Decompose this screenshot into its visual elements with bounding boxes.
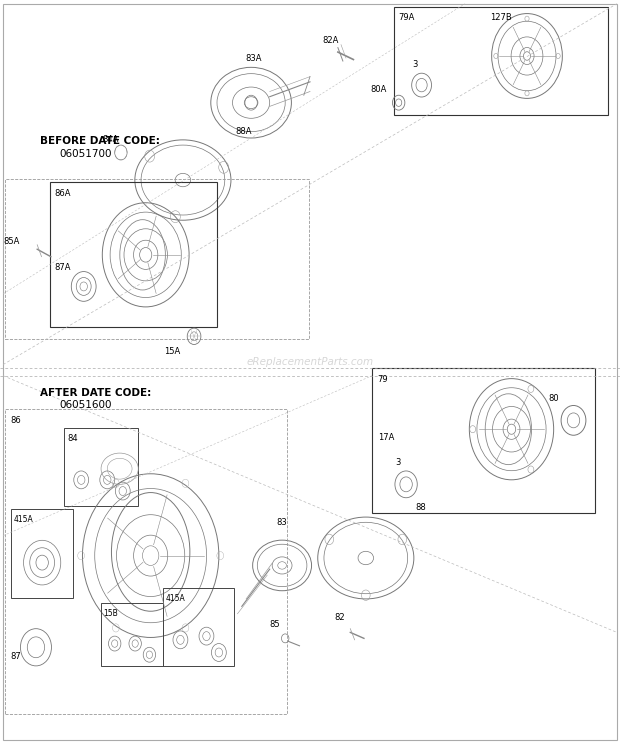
Text: 415A: 415A bbox=[14, 515, 33, 524]
Bar bbox=[394, 7, 608, 115]
Text: 06051600: 06051600 bbox=[59, 400, 112, 411]
Text: 80: 80 bbox=[549, 394, 559, 403]
Text: 85A: 85A bbox=[3, 237, 19, 246]
Text: 127B: 127B bbox=[490, 13, 511, 22]
Text: 3: 3 bbox=[395, 458, 401, 466]
Text: 88A: 88A bbox=[236, 127, 252, 136]
Text: 15A: 15A bbox=[164, 347, 180, 356]
Bar bbox=[64, 428, 138, 506]
Text: 87A: 87A bbox=[55, 263, 71, 272]
Text: 86A: 86A bbox=[55, 189, 71, 198]
Text: 84A: 84A bbox=[102, 135, 118, 144]
Bar bbox=[101, 603, 163, 666]
Bar bbox=[50, 182, 217, 327]
Text: 415A: 415A bbox=[166, 594, 185, 603]
Text: 82A: 82A bbox=[322, 36, 339, 45]
Text: 79A: 79A bbox=[399, 13, 415, 22]
Text: 17A: 17A bbox=[378, 434, 394, 443]
Text: 85: 85 bbox=[270, 620, 280, 629]
Text: 88: 88 bbox=[415, 503, 426, 512]
Text: BEFORE DATE CODE:: BEFORE DATE CODE: bbox=[40, 136, 160, 147]
Bar bbox=[11, 509, 73, 598]
Text: 84: 84 bbox=[68, 434, 78, 443]
Text: 86: 86 bbox=[10, 416, 20, 425]
Text: 3: 3 bbox=[412, 60, 418, 68]
Text: 83: 83 bbox=[276, 518, 286, 527]
Bar bbox=[163, 588, 234, 666]
Bar bbox=[5, 409, 287, 714]
Text: 83A: 83A bbox=[245, 54, 262, 62]
Text: 15B: 15B bbox=[104, 609, 118, 618]
Bar bbox=[372, 368, 595, 513]
Text: eReplacementParts.com: eReplacementParts.com bbox=[246, 357, 374, 368]
Text: 87: 87 bbox=[10, 652, 20, 661]
Text: 06051700: 06051700 bbox=[59, 149, 112, 159]
Text: 80A: 80A bbox=[371, 85, 387, 94]
Text: AFTER DATE CODE:: AFTER DATE CODE: bbox=[40, 388, 151, 398]
Bar bbox=[5, 179, 309, 339]
Text: 79: 79 bbox=[377, 375, 388, 384]
Text: 82: 82 bbox=[335, 613, 345, 622]
